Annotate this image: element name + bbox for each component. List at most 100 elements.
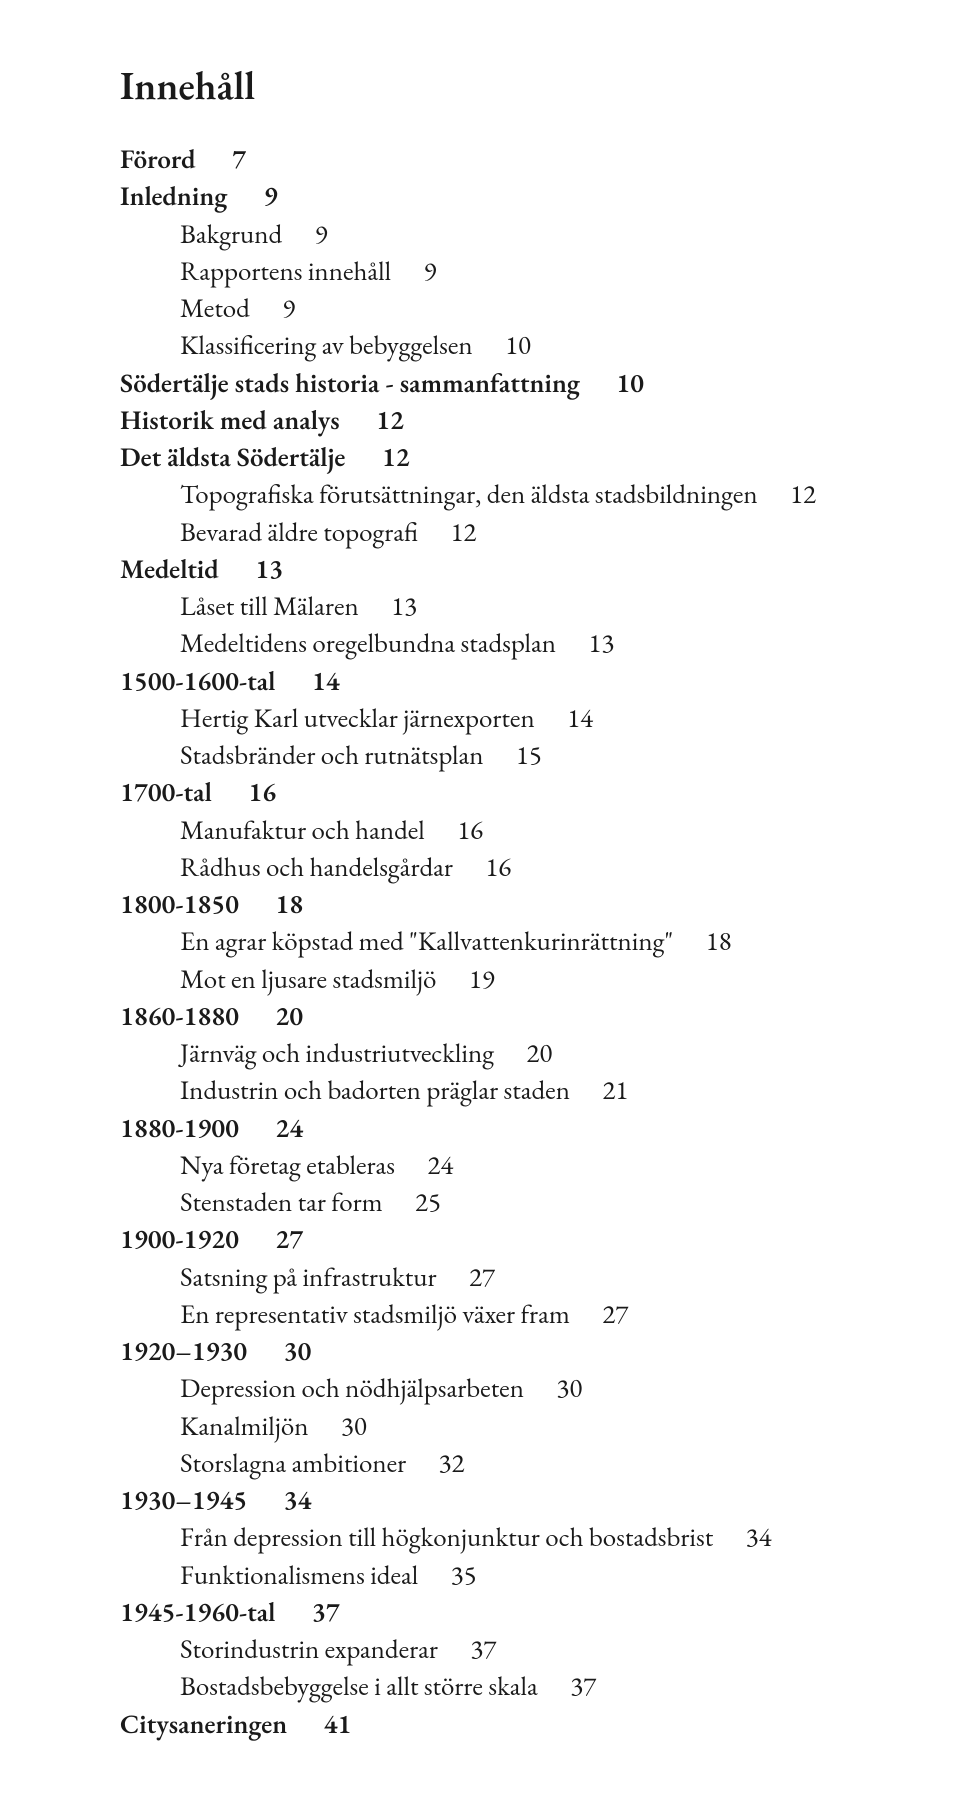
toc-entry-page: 12: [376, 403, 404, 438]
toc-entry-label: Kanalmiljön: [180, 1409, 309, 1444]
toc-entry-gap: [535, 701, 567, 736]
toc-entry-label: Södertälje stads historia - sammanfattni…: [120, 366, 580, 401]
toc-entry-page: 37: [570, 1669, 596, 1704]
toc-entry-gap: [580, 366, 616, 401]
toc-entry-label: Depression och nödhjälpsarbeten: [180, 1371, 524, 1406]
toc-entry: Nya företag etableras 24: [180, 1147, 960, 1184]
toc-entry-gap: [713, 1520, 745, 1555]
toc-entry-page: 25: [415, 1185, 441, 1220]
toc-entry-gap: [473, 328, 505, 363]
toc-entry-gap: [212, 775, 248, 810]
toc-entry-page: 9: [315, 217, 328, 252]
toc-entry-gap: [196, 142, 232, 177]
toc-entry-label: En agrar köpstad med "Kallvattenkurinrät…: [180, 924, 673, 959]
toc-entry-label: Stenstaden tar form: [180, 1185, 383, 1220]
toc-entry: 1700-tal 16: [120, 774, 960, 811]
toc-entry-label: Metod: [180, 291, 250, 326]
toc-entry-page: 18: [275, 887, 303, 922]
toc-entry-label: 1500-1600-tal: [120, 664, 275, 699]
toc-entry-page: 24: [427, 1148, 453, 1183]
toc-title: Innehåll: [120, 58, 960, 113]
toc-entry-label: Funktionalismens ideal: [180, 1558, 418, 1593]
toc-entry-label: Låset till Mälaren: [180, 589, 359, 624]
toc-entry-page: 37: [312, 1595, 340, 1630]
toc-entry-label: Historik med analys: [120, 403, 340, 438]
toc-entry: Rådhus och handelsgårdar 16: [180, 849, 960, 886]
toc-entry-label: Rådhus och handelsgårdar: [180, 850, 453, 885]
toc-entry-label: 1900-1920: [120, 1222, 239, 1257]
toc-entry-page: 9: [264, 179, 278, 214]
toc-entry-label: Nya företag etableras: [180, 1148, 395, 1183]
toc-entry-gap: [538, 1669, 570, 1704]
toc-entry-gap: [239, 887, 275, 922]
toc-entry: 1860-1880 20: [120, 998, 960, 1035]
toc-entry-page: 13: [255, 552, 283, 587]
toc-entry-label: En representativ stadsmiljö växer fram: [180, 1297, 570, 1332]
toc-entry: Rapportens innehåll 9: [180, 253, 960, 290]
toc-entry-label: 1880-1900: [120, 1111, 239, 1146]
toc-entry-gap: [345, 440, 381, 475]
toc-entry-page: 14: [312, 664, 340, 699]
toc-entry-gap: [227, 179, 263, 214]
toc-entry-page: 13: [588, 626, 614, 661]
toc-entry: 1920–1930 30: [120, 1333, 960, 1370]
toc-entry-label: 1930–1945: [120, 1483, 247, 1518]
toc-entry-gap: [340, 403, 376, 438]
toc-entry-gap: [239, 999, 275, 1034]
toc-entry-label: Från depression till högkonjunktur och b…: [180, 1520, 713, 1555]
toc-entry-page: 10: [505, 328, 531, 363]
toc-entry-gap: [438, 1632, 470, 1667]
toc-entry: Medeltidens oregelbundna stadsplan 13: [180, 625, 960, 662]
toc-entry-page: 27: [275, 1222, 303, 1257]
toc-entry-label: Industrin och badorten präglar staden: [180, 1073, 570, 1108]
toc-entry-gap: [219, 552, 255, 587]
toc-entry-page: 30: [341, 1409, 367, 1444]
toc-entry-page: 15: [516, 738, 542, 773]
toc-entry: Bostadsbebyggelse i allt större skala 37: [180, 1668, 960, 1705]
toc-entry-label: Förord: [120, 142, 196, 177]
toc-entry-gap: [570, 1073, 602, 1108]
toc-entry-gap: [309, 1409, 341, 1444]
toc-entry-label: Bakgrund: [180, 217, 282, 252]
toc-entry-label: Medeltid: [120, 552, 219, 587]
toc-entry: Historik med analys 12: [120, 402, 960, 439]
toc-entry-gap: [436, 962, 468, 997]
toc-entry-page: 9: [424, 254, 437, 289]
toc-list: Förord 7Inledning 9Bakgrund 9Rapportens …: [120, 141, 960, 1743]
toc-entry-label: Topografiska förutsättningar, den äldsta…: [180, 477, 758, 512]
toc-entry: Stadsbränder och rutnätsplan 15: [180, 737, 960, 774]
toc-entry: Bevarad äldre topografi 12: [180, 514, 960, 551]
toc-entry-label: Medeltidens oregelbundna stadsplan: [180, 626, 556, 661]
toc-entry-gap: [282, 217, 314, 252]
toc-entry-gap: [406, 1446, 438, 1481]
toc-entry-gap: [250, 291, 282, 326]
toc-entry-gap: [359, 589, 391, 624]
toc-entry: Metod 9: [180, 290, 960, 327]
toc-entry: Satsning på infrastruktur 27: [180, 1259, 960, 1296]
toc-entry: 1800-1850 18: [120, 886, 960, 923]
toc-entry: Depression och nödhjälpsarbeten 30: [180, 1370, 960, 1407]
toc-entry-label: Järnväg och industriutveckling: [180, 1036, 494, 1071]
toc-entry-label: Klassificering av bebyggelsen: [180, 328, 473, 363]
toc-entry: Industrin och badorten präglar staden 21: [180, 1072, 960, 1109]
toc-entry-page: 20: [275, 999, 303, 1034]
toc-entry-gap: [570, 1297, 602, 1332]
toc-entry-gap: [556, 626, 588, 661]
toc-entry: Mot en ljusare stadsmiljö 19: [180, 961, 960, 998]
toc-entry-page: 34: [284, 1483, 312, 1518]
toc-entry-gap: [418, 1558, 450, 1593]
toc-entry-gap: [395, 1148, 427, 1183]
toc-entry: Storslagna ambitioner 32: [180, 1445, 960, 1482]
toc-entry-page: 35: [451, 1558, 477, 1593]
toc-entry-gap: [437, 1260, 469, 1295]
toc-entry-page: 7: [232, 142, 246, 177]
toc-entry-page: 34: [746, 1520, 772, 1555]
toc-entry-page: 30: [556, 1371, 582, 1406]
toc-entry-label: Manufaktur och handel: [180, 813, 425, 848]
toc-entry-page: 18: [706, 924, 732, 959]
toc-entry-label: Inledning: [120, 179, 227, 214]
toc-entry-label: 1920–1930: [120, 1334, 247, 1369]
toc-entry-page: 37: [470, 1632, 496, 1667]
toc-entry-label: Det äldsta Södertälje: [120, 440, 345, 475]
toc-entry-page: 16: [485, 850, 511, 885]
